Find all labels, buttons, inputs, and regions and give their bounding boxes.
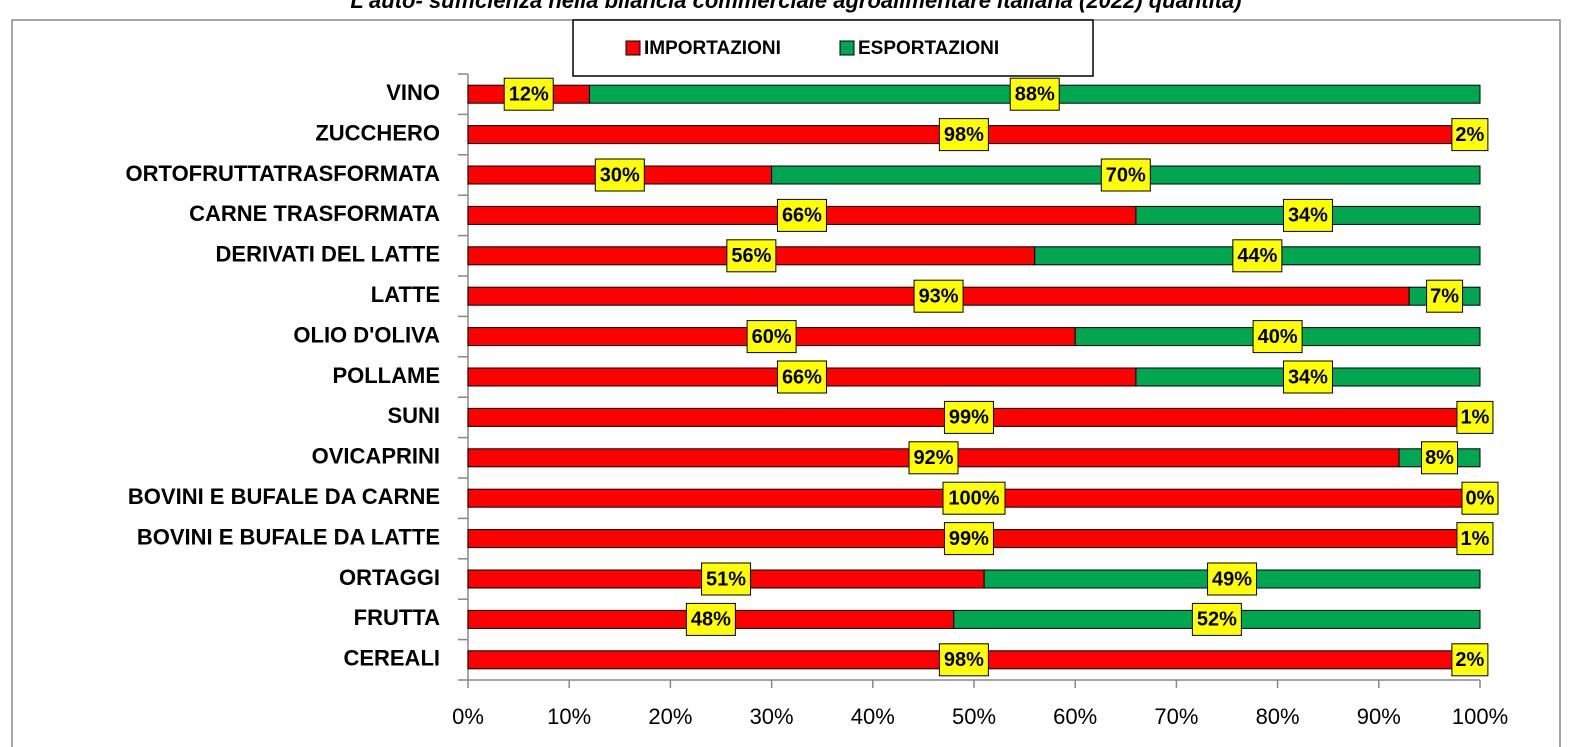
data-label-box bbox=[594, 158, 645, 192]
x-tick-label: 0% bbox=[452, 704, 484, 729]
data-label: 92% bbox=[914, 447, 954, 469]
x-tick-label: 70% bbox=[1154, 704, 1198, 729]
x-tick-label: 40% bbox=[851, 704, 895, 729]
data-label-box bbox=[726, 239, 777, 273]
data-label-box bbox=[1282, 198, 1333, 232]
data-label: 30% bbox=[600, 164, 640, 186]
x-tick-label: 10% bbox=[547, 704, 591, 729]
x-tick-label: 60% bbox=[1053, 704, 1097, 729]
category-label: OLIO D'OLIVA bbox=[293, 322, 440, 347]
data-label-box bbox=[1191, 602, 1242, 636]
category-label: VINO bbox=[386, 80, 440, 105]
data-label: 34% bbox=[1288, 205, 1328, 227]
data-label: 98% bbox=[944, 649, 984, 671]
data-label: 100% bbox=[948, 487, 999, 509]
data-label-box bbox=[1252, 320, 1303, 354]
data-label: 93% bbox=[919, 285, 959, 307]
x-tick-label: 30% bbox=[750, 704, 794, 729]
data-label: 1% bbox=[1460, 528, 1489, 550]
category-label: CARNE TRASFORMATA bbox=[189, 201, 440, 226]
legend-box bbox=[572, 19, 1094, 77]
data-label-box bbox=[776, 198, 827, 232]
data-label-box bbox=[943, 522, 994, 556]
data-label: 48% bbox=[691, 609, 731, 631]
category-label: OVICAPRINI bbox=[312, 444, 440, 469]
data-label-box bbox=[1100, 158, 1151, 192]
category-label: POLLAME bbox=[332, 363, 440, 388]
data-label-box bbox=[1282, 360, 1333, 394]
data-label: 51% bbox=[706, 568, 746, 590]
data-label: 88% bbox=[1015, 83, 1055, 105]
data-label: 49% bbox=[1212, 568, 1252, 590]
data-label-box bbox=[701, 562, 752, 596]
data-label-box bbox=[913, 279, 964, 313]
x-tick-label: 80% bbox=[1256, 704, 1300, 729]
legend-label: ESPORTAZIONI bbox=[858, 38, 999, 59]
category-label: FRUTTA bbox=[354, 605, 440, 630]
data-label-box bbox=[685, 602, 736, 636]
data-label: 7% bbox=[1430, 285, 1459, 307]
data-label: 99% bbox=[949, 528, 989, 550]
data-label-box bbox=[1456, 522, 1494, 556]
x-tick-label: 50% bbox=[952, 704, 996, 729]
data-label-box bbox=[1461, 481, 1499, 515]
x-tick-label: 20% bbox=[648, 704, 692, 729]
data-label-box bbox=[1451, 118, 1489, 152]
data-label: 66% bbox=[782, 366, 822, 388]
data-label-box bbox=[1456, 400, 1494, 434]
data-label-box bbox=[938, 643, 989, 677]
data-label: 99% bbox=[949, 407, 989, 429]
data-label-box bbox=[938, 118, 989, 152]
data-label-box bbox=[1232, 239, 1283, 273]
category-label: LATTE bbox=[371, 282, 440, 307]
category-label: ORTOFRUTTATRASFORMATA bbox=[126, 161, 441, 186]
data-label: 44% bbox=[1237, 245, 1277, 267]
data-label: 2% bbox=[1455, 649, 1484, 671]
data-label-box bbox=[746, 320, 797, 354]
data-label: 2% bbox=[1455, 124, 1484, 146]
data-label-box bbox=[1421, 441, 1459, 475]
legend-swatch bbox=[839, 40, 855, 56]
category-label: SUNI bbox=[387, 403, 440, 428]
category-label: BOVINI E BUFALE DA CARNE bbox=[128, 484, 440, 509]
data-label-box bbox=[942, 481, 1006, 515]
data-label-box bbox=[1009, 77, 1060, 111]
data-label: 56% bbox=[731, 245, 771, 267]
legend-label: IMPORTAZIONI bbox=[644, 38, 781, 59]
chart-title: L'auto- sufficienza nella bilancia comme… bbox=[350, 0, 1241, 13]
data-label-box bbox=[1207, 562, 1258, 596]
data-label-box bbox=[908, 441, 959, 475]
data-label: 60% bbox=[752, 326, 792, 348]
category-label: DERIVATI DEL LATTE bbox=[216, 242, 440, 267]
data-label: 8% bbox=[1425, 447, 1454, 469]
data-label-box bbox=[776, 360, 827, 394]
data-label-box bbox=[1426, 279, 1464, 313]
data-label: 1% bbox=[1460, 407, 1489, 429]
x-tick-label: 90% bbox=[1357, 704, 1401, 729]
data-label-box bbox=[503, 77, 554, 111]
data-label: 0% bbox=[1466, 487, 1495, 509]
data-label: 66% bbox=[782, 205, 822, 227]
data-label: 52% bbox=[1197, 609, 1237, 631]
category-label: ZUCCHERO bbox=[315, 120, 440, 145]
x-tick-label: 100% bbox=[1452, 704, 1508, 729]
data-label-box bbox=[1451, 643, 1489, 677]
data-label: 34% bbox=[1288, 366, 1328, 388]
legend-swatch bbox=[625, 40, 641, 56]
data-label-box bbox=[943, 400, 994, 434]
data-label: 40% bbox=[1258, 326, 1298, 348]
category-label: CEREALI bbox=[343, 646, 440, 671]
category-label: BOVINI E BUFALE DA LATTE bbox=[137, 524, 440, 549]
category-label: ORTAGGI bbox=[339, 565, 440, 590]
data-label: 70% bbox=[1106, 164, 1146, 186]
data-label: 12% bbox=[509, 83, 549, 105]
data-label: 98% bbox=[944, 124, 984, 146]
